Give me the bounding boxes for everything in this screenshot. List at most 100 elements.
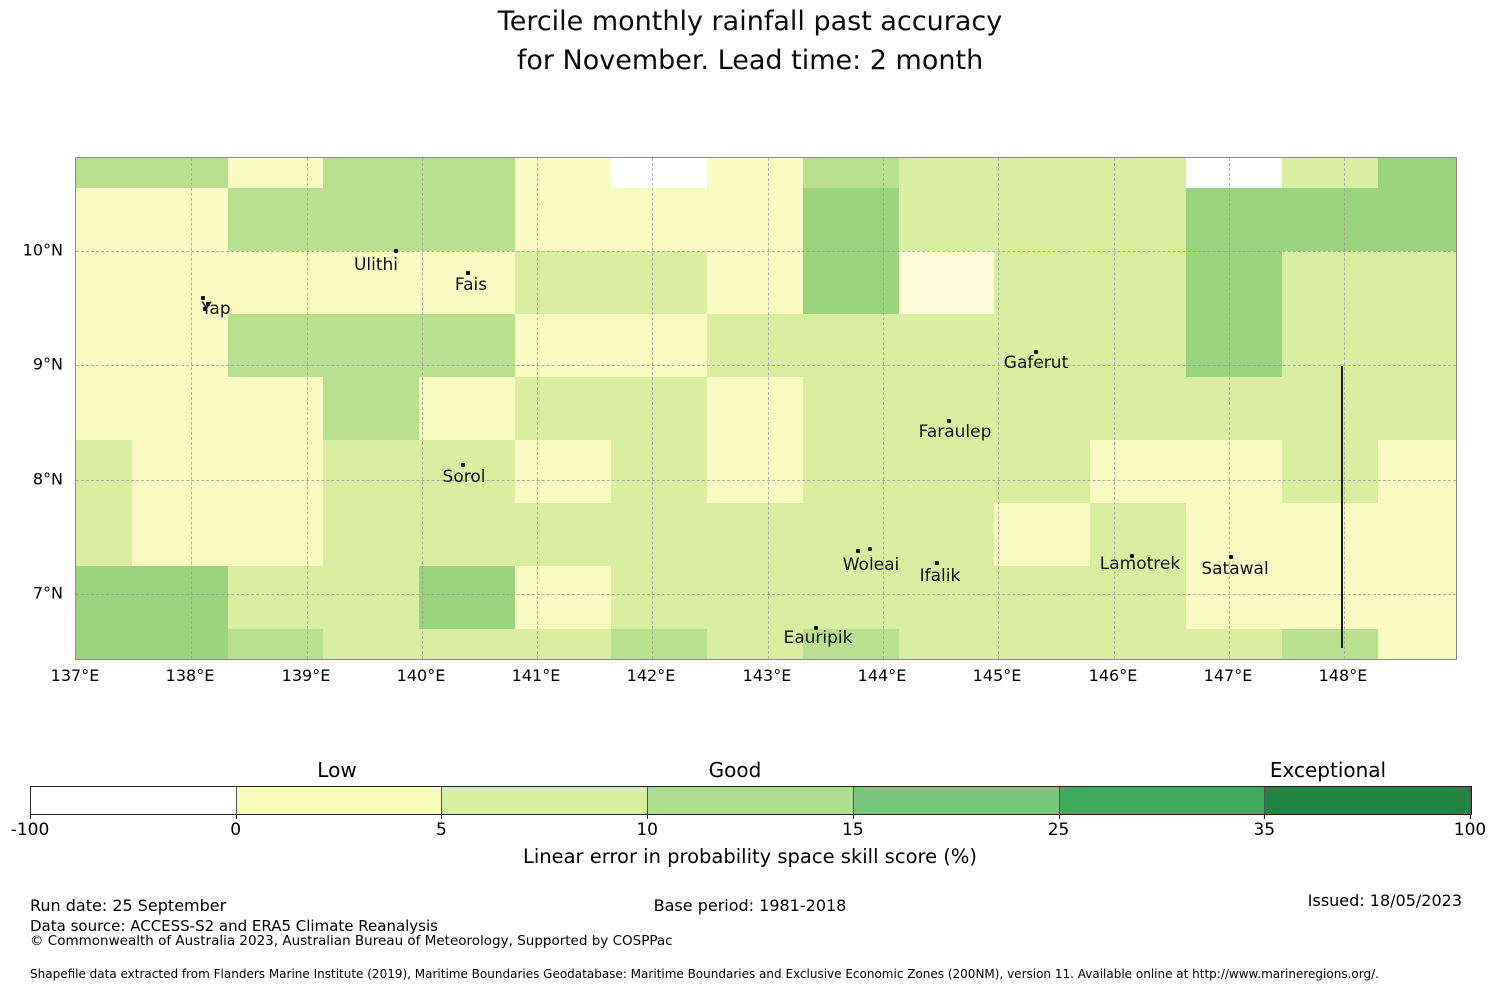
grid-cell-r2c2 [228,251,323,314]
grid-cell-r4c8 [803,377,899,440]
grid-cell-r8c14 [1378,629,1456,659]
grid-cell-r4c6 [611,377,707,440]
colorbar-segment-5 [1059,787,1266,814]
grid-cell-r0c10 [994,158,1090,188]
grid-cell-r4c13 [1282,377,1378,440]
grid-cell-r3c12 [1186,314,1282,377]
grid-cell-r1c14 [1378,188,1456,251]
grid-cell-r5c13 [1282,440,1378,503]
island-marker-icon [461,463,465,467]
grid-cell-r1c7 [707,188,803,251]
grid-cell-r2c12 [1186,251,1282,314]
grid-cell-r4c9 [899,377,994,440]
grid-cell-r1c0 [76,188,132,251]
grid-cell-r6c0 [76,503,132,566]
x-axis-tick-label: 140°E [396,666,446,685]
x-axis-tick-label: 147°E [1203,666,1253,685]
grid-cell-r7c4 [419,566,515,629]
island-marker-icon [856,549,860,553]
x-axis-tick-label: 142°E [626,666,676,685]
grid-cell-r1c2 [228,188,323,251]
grid-cell-r2c4 [419,251,515,314]
x-axis-tick-label: 146°E [1088,666,1138,685]
y-axis-tick-label: 9°N [32,354,63,374]
island-marker-icon [814,626,818,630]
meridian-gridline [652,158,653,659]
grid-cell-r1c13 [1282,188,1378,251]
grid-cell-r8c11 [1090,629,1186,659]
grid-cell-r6c14 [1378,503,1456,566]
grid-cell-r5c11 [1090,440,1186,503]
parallel-gridline [76,365,1456,366]
grid-cell-r3c8 [803,314,899,377]
colorbar-tick-label: 0 [230,820,242,840]
grid-cell-r3c6 [611,314,707,377]
colorbar-tick-mark [647,814,649,819]
island-label-ifalik: Ifalik [919,566,961,586]
island-label-lamotrek: Lamotrek [1099,554,1181,574]
x-axis-tick-label: 139°E [281,666,331,685]
meridian-gridline [307,158,308,659]
parallel-gridline [76,594,1456,595]
colorbar-segment-6 [1265,787,1471,814]
island-label-faraulep: Faraulep [918,422,992,442]
grid-cell-r5c9 [899,440,994,503]
grid-cell-r2c7 [707,251,803,314]
grid-cell-r3c7 [707,314,803,377]
chart-title: Tercile monthly rainfall past accuracy f… [0,2,1500,80]
meridian-gridline [537,158,538,659]
grid-cell-r1c5 [515,188,611,251]
island-marker-icon [1034,350,1038,354]
grid-cell-r6c1 [132,503,228,566]
meridian-gridline [1344,158,1345,659]
grid-cell-r0c14 [1378,158,1456,188]
colorbar-tick-mark [30,814,31,819]
grid-cell-r5c7 [707,440,803,503]
grid-cell-r7c5 [515,566,611,629]
grid-cell-r6c7 [707,503,803,566]
grid-cell-r0c2 [228,158,323,188]
x-axis-tick-label: 148°E [1318,666,1368,685]
x-axis-tick-label: 144°E [857,666,907,685]
grid-cell-r0c1 [132,158,228,188]
grid-cell-r2c14 [1378,251,1456,314]
grid-cell-r1c8 [803,188,899,251]
colorbar-tick-mark [235,814,237,819]
grid-cell-r3c14 [1378,314,1456,377]
grid-cell-r1c10 [994,188,1090,251]
grid-cell-r5c5 [515,440,611,503]
grid-cell-r5c6 [611,440,707,503]
grid-cell-r0c5 [515,158,611,188]
grid-cell-r6c2 [228,503,323,566]
grid-cell-r8c10 [994,629,1090,659]
grid-cell-r4c10 [994,377,1090,440]
grid-cell-r6c6 [611,503,707,566]
colorbar-tick-mark [441,814,443,819]
colorbar-zone-label-good: Good [708,758,762,782]
grid-cell-r8c12 [1186,629,1282,659]
island-marker-icon [203,307,207,311]
grid-cell-r0c8 [803,158,899,188]
parallel-gridline [76,251,1456,252]
meridian-gridline [998,158,999,659]
grid-cell-r6c9 [899,503,994,566]
island-marker-icon [466,271,470,275]
grid-cell-r4c2 [228,377,323,440]
grid-cell-r3c10 [994,314,1090,377]
grid-cell-r8c13 [1282,629,1378,659]
grid-cell-r1c4 [419,188,515,251]
grid-cell-r8c2 [228,629,323,659]
colorbar-segment-1 [236,787,443,814]
grid-cell-r7c13 [1282,566,1378,629]
grid-cell-r1c1 [132,188,228,251]
grid-cell-r4c14 [1378,377,1456,440]
colorbar-tick-label: 25 [1047,820,1070,840]
y-axis-tick-label: 10°N [22,240,63,260]
grid-cell-r3c9 [899,314,994,377]
grid-cell-r8c9 [899,629,994,659]
grid-cell-r5c12 [1186,440,1282,503]
grid-cell-r4c0 [76,377,132,440]
grid-cell-r7c12 [1186,566,1282,629]
grid-cell-r3c3 [323,314,419,377]
grid-cell-r8c6 [611,629,707,659]
